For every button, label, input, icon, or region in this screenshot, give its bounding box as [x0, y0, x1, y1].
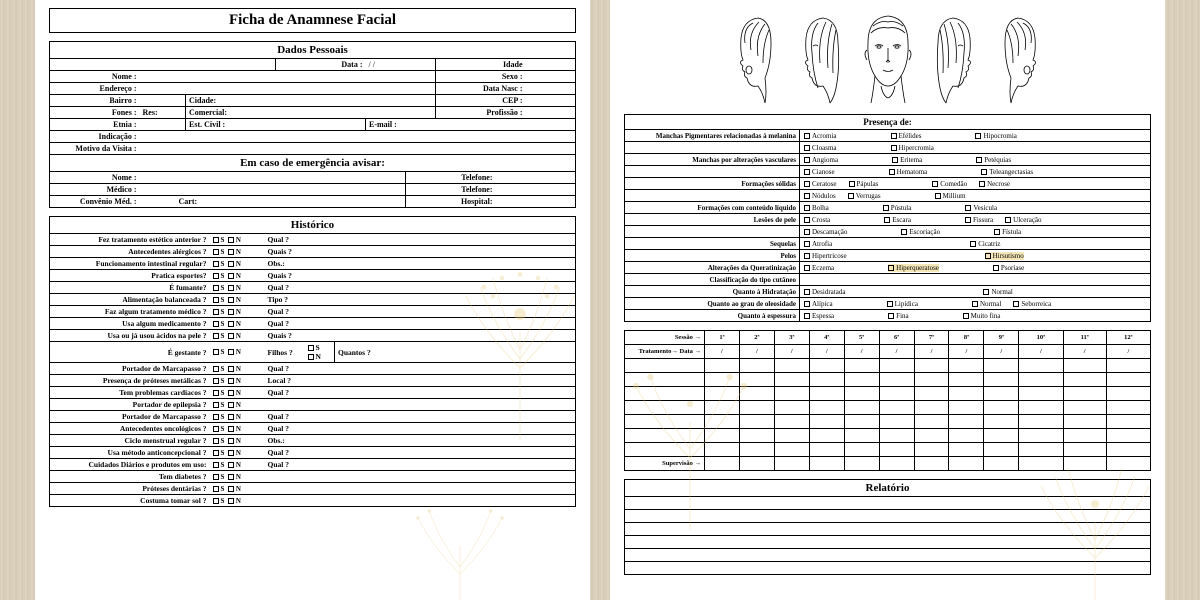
- historico-row: Ciclo menstrual regular ?S NObs.:: [50, 435, 576, 447]
- presenca-row: NódulosVerrugasMillium: [625, 190, 1151, 202]
- presenca-title: Presença de:: [624, 114, 1151, 129]
- form-page-1: Ficha de Anamnese Facial Dados Pessoais …: [35, 0, 590, 600]
- presenca-row: Quanto à espessuraEspessaFinaMuito fina: [625, 310, 1151, 322]
- relatorio-row: [625, 536, 1151, 549]
- historico-row: Usa algum medicamento ?S NQual ?: [50, 318, 576, 330]
- historico-row: Tem problemas cardíacos ?S NQual ?: [50, 387, 576, 399]
- section-presenca: Presença de: Manchas Pigmentares relacio…: [624, 114, 1151, 322]
- relatorio-row: [625, 562, 1151, 575]
- sessao-row: [625, 415, 1151, 429]
- sessao-row: Supervisão →: [625, 457, 1151, 471]
- presenca-row: SequelasAtrofiaCicatriz: [625, 238, 1151, 250]
- presenca-row: Alterações da QueratinizaçãoEczemaHiperq…: [625, 262, 1151, 274]
- relatorio-row: [625, 497, 1151, 510]
- dados-table: Data :/ /Idade Nome :Sexo : Endereço :Da…: [49, 58, 576, 155]
- form-page-2: Presença de: Manchas Pigmentares relacio…: [610, 0, 1165, 600]
- historico-table: Fez tratamento estético anterior ?S NQua…: [49, 233, 576, 507]
- presenca-row: CloasmaHipercromia: [625, 142, 1151, 154]
- historico-row: Presença de próteses metálicas ?S NLocal…: [50, 375, 576, 387]
- historico-row: Usa método anticoncepcional ?S NQual ?: [50, 447, 576, 459]
- relatorio-row: [625, 549, 1151, 562]
- relatorio-title: Relatório: [624, 479, 1151, 496]
- head-front-icon: [853, 8, 923, 108]
- historico-row: É fumante?S NQual ?: [50, 282, 576, 294]
- head-profile-right-icon: [993, 8, 1053, 108]
- presenca-row: CianoseHematomaTeleangectasias: [625, 166, 1151, 178]
- head-profile-left-icon: [723, 8, 783, 108]
- sessao-row: [625, 443, 1151, 457]
- relatorio-row: [625, 523, 1151, 536]
- sessao-row: [625, 373, 1151, 387]
- head-profile-left-hair-icon: [788, 8, 848, 108]
- historico-row: Fez tratamento estético anterior ?S NQua…: [50, 234, 576, 246]
- historico-row: Portador de Marcapasso ?S NQual ?: [50, 363, 576, 375]
- historico-row: Alimentação balanceada ?S NTipo ?: [50, 294, 576, 306]
- presenca-row: Classificação do tipo cutâneo: [625, 274, 1151, 286]
- historico-row: Antecedentes alérgicos ?S NQuais ?: [50, 246, 576, 258]
- emergencia-table: Nome :Telefone: Médico :Telefone: Convên…: [49, 171, 576, 208]
- presenca-row: Quanto ao grau de oleosidadeAlípicaLipíd…: [625, 298, 1151, 310]
- presenca-row: Formações com conteúdo líquidoBolhaPústu…: [625, 202, 1151, 214]
- relatorio-row: [625, 510, 1151, 523]
- presenca-row: PelosHipertricoseHirsutismo: [625, 250, 1151, 262]
- sessao-row: [625, 359, 1151, 373]
- presenca-row: Manchas Pigmentares relacionadas à melan…: [625, 130, 1151, 142]
- presenca-table: Manchas Pigmentares relacionadas à melan…: [624, 129, 1151, 322]
- historico-row: Cuidados Diários e produtos em uso:S NQu…: [50, 459, 576, 471]
- sessoes-table: Sessão →1ª2ª3ª4ª5ª6ª7ª8ª9ª10ª11ª12ªTrata…: [624, 330, 1151, 471]
- historico-row: Antecedentes oncológicos ?S NQual ?: [50, 423, 576, 435]
- sessao-row: [625, 429, 1151, 443]
- presenca-row: Formações sólidasCeratosePápulasComedãoN…: [625, 178, 1151, 190]
- historico-row: Pratica esportes?S NQuais ?: [50, 270, 576, 282]
- presenca-row: Manchas por alterações vascularesAngioma…: [625, 154, 1151, 166]
- face-diagram: [624, 8, 1151, 108]
- sessao-row: [625, 401, 1151, 415]
- historico-row: Faz algum tratamento médico ?S NQual ?: [50, 306, 576, 318]
- section-title: Dados Pessoais: [49, 41, 576, 58]
- sessao-row: [625, 387, 1151, 401]
- section-relatorio: Relatório: [624, 479, 1151, 575]
- historico-row: Portador de epilepsia ?S N: [50, 399, 576, 411]
- section-dados-pessoais: Dados Pessoais Data :/ /Idade Nome :Sexo…: [49, 41, 576, 208]
- section-historico: Histórico Fez tratamento estético anteri…: [49, 216, 576, 507]
- historico-title: Histórico: [49, 216, 576, 233]
- presenca-row: DescamaçãoEscoriaçãoFístula: [625, 226, 1151, 238]
- historico-row: Costuma tomar sol ?S N: [50, 495, 576, 507]
- relatorio-table: [624, 496, 1151, 575]
- historico-row: Portador de Marcapasso ?S NQual ?: [50, 411, 576, 423]
- historico-row: Funcionamento intestinal regular?S NObs.…: [50, 258, 576, 270]
- emergencia-title: Em caso de emergência avisar:: [49, 155, 576, 171]
- historico-row: É gestante ?S NFilhos ?S NQuantos ?: [50, 342, 576, 363]
- section-sessoes: Sessão →1ª2ª3ª4ª5ª6ª7ª8ª9ª10ª11ª12ªTrata…: [624, 330, 1151, 471]
- sessao-row: Tratamento→ Data →////////////: [625, 345, 1151, 359]
- presenca-row: Quanto à HidrataçãoDesidratadaNormal: [625, 286, 1151, 298]
- head-profile-right-hair-icon: [928, 8, 988, 108]
- historico-row: Usa ou já usou ácidos na pele ?S NQuais …: [50, 330, 576, 342]
- doc-title: Ficha de Anamnese Facial: [49, 8, 576, 33]
- historico-row: Próteses dentárias ?S N: [50, 483, 576, 495]
- presenca-row: Lesões de peleCrostaEscaraFissuraUlceraç…: [625, 214, 1151, 226]
- historico-row: Tem diabetes ?S N: [50, 471, 576, 483]
